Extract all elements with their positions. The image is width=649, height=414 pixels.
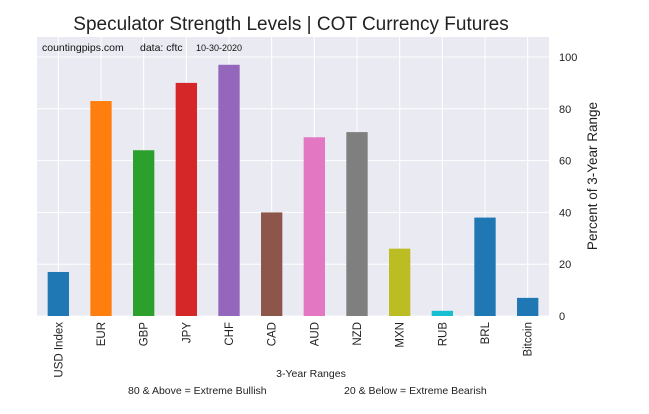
x-tick-label: CHF — [224, 322, 236, 346]
date-note: 10-30-2020 — [196, 43, 242, 53]
bars — [47, 64, 539, 317]
bar-aud — [303, 137, 325, 316]
y-tick-label: 20 — [559, 259, 571, 271]
gridlines — [37, 37, 549, 317]
x-tick-label: MXN — [395, 322, 407, 348]
x-tick-label: USD Index — [53, 322, 65, 378]
y-tick-label: 100 — [559, 52, 577, 64]
bar-brl — [474, 217, 496, 316]
bearish-annotation: 20 & Below = Extreme Bearish — [344, 385, 487, 397]
y-axis-ticks: 0 20 40 60 80 100 — [559, 52, 577, 323]
x-tick-label: AUD — [309, 322, 321, 346]
bar-eur — [90, 101, 112, 316]
x-tick-label: CAD — [267, 322, 279, 346]
x-tick-label: GBP — [139, 322, 151, 347]
source-note: countingpips.com — [42, 42, 124, 54]
bar-jpy — [175, 82, 197, 317]
x-axis-ticks: USD Index EUR GBP JPY CHF CAD AUD NZD MXN RUB BRL B… — [53, 321, 534, 377]
y-tick-label: 40 — [559, 207, 571, 219]
x-tick-label: NZD — [352, 322, 364, 346]
x-tick-label: BRL — [480, 321, 492, 344]
x-tick-label: JPY — [181, 322, 193, 343]
data-note: data: cftc — [140, 42, 183, 54]
bar-bitcoin — [517, 297, 539, 316]
bullish-annotation: 80 & Above = Extreme Bullish — [128, 385, 267, 397]
bar-nzd — [346, 132, 368, 316]
y-tick-label: 80 — [559, 104, 571, 116]
bar-usd-index — [47, 271, 69, 316]
bar-mxn — [389, 248, 411, 316]
y-tick-label: 60 — [559, 156, 571, 168]
y-axis-label: Percent of 3-Year Range — [585, 102, 600, 250]
x-tick-label: EUR — [96, 322, 108, 346]
bar-cad — [261, 212, 283, 316]
x-tick-label: RUB — [437, 322, 449, 347]
y-tick-label: 0 — [559, 311, 565, 323]
plot-background — [37, 37, 549, 316]
bar-gbp — [133, 150, 155, 316]
chart-title: Speculator Strength Levels | COT Currenc… — [73, 14, 508, 35]
bar-chf — [218, 64, 240, 317]
bar-rub — [431, 310, 453, 316]
x-axis-label: 3-Year Ranges — [276, 368, 346, 380]
x-tick-label: Bitcoin — [523, 322, 535, 357]
